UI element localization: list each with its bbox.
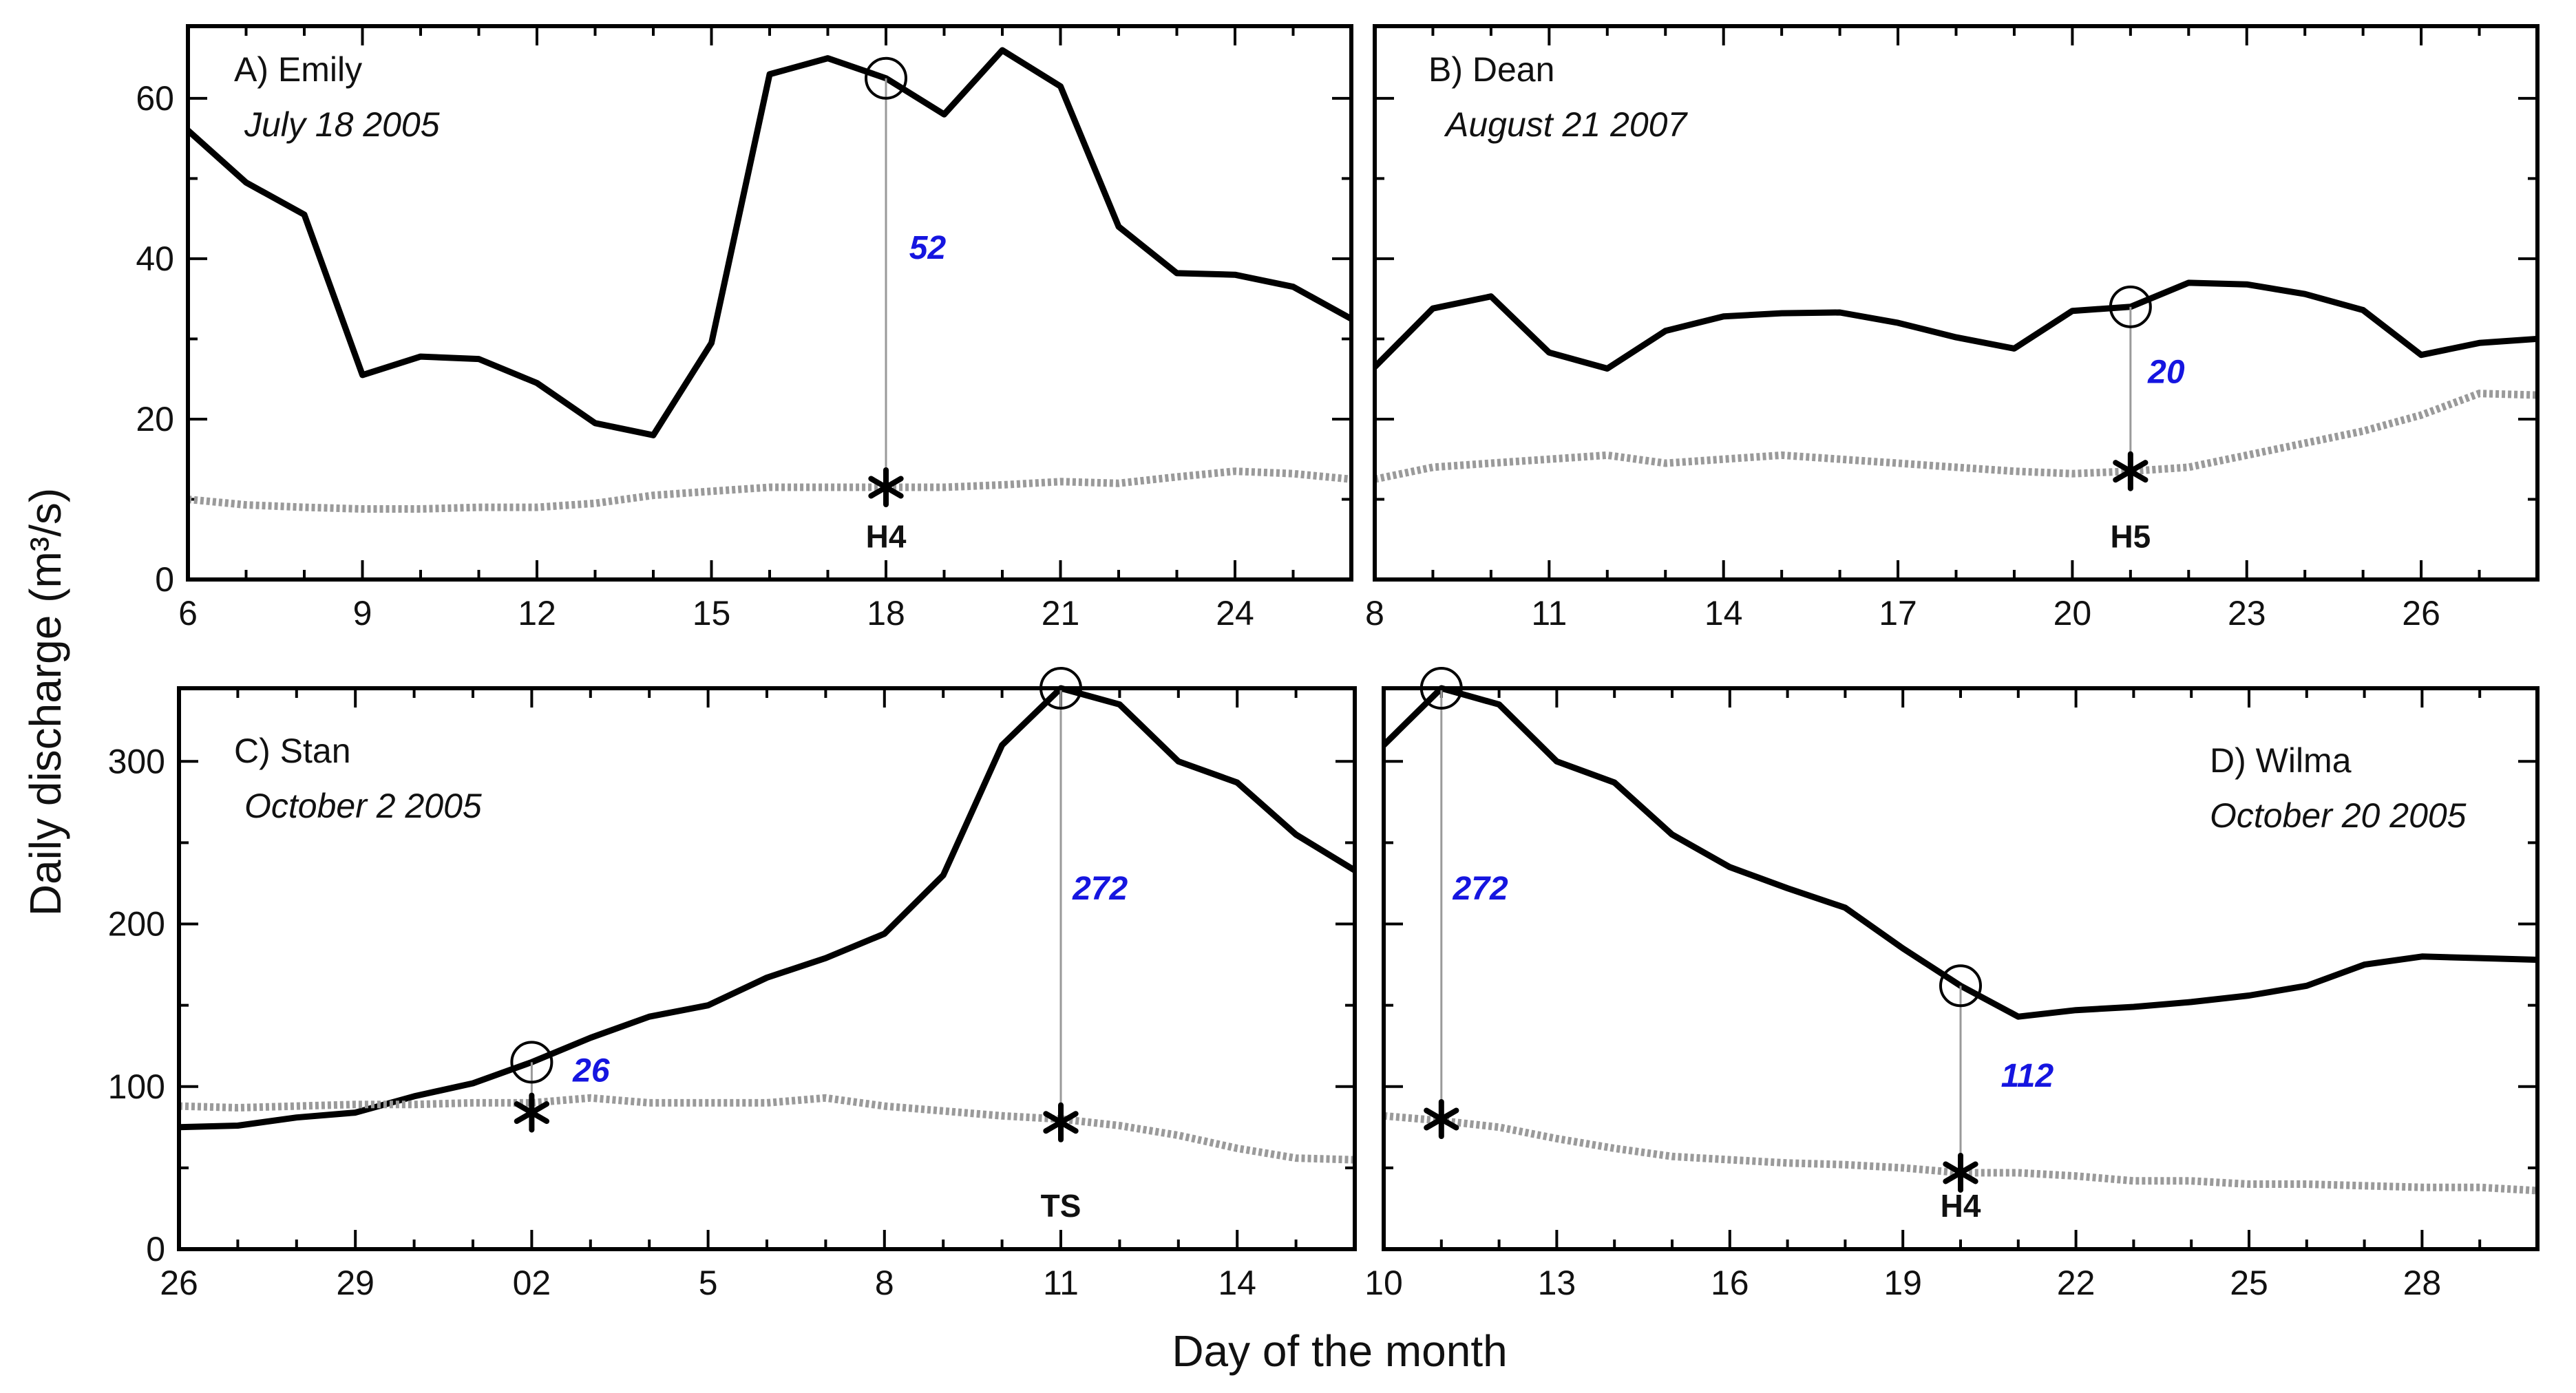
y-tick-label: 60 [136, 79, 174, 118]
peak-difference-label: 26 [572, 1053, 610, 1089]
x-tick-label: 6 [178, 594, 198, 632]
peak-difference-label: 112 [2001, 1058, 2054, 1094]
x-tick-label: 23 [2228, 594, 2266, 632]
panel-frame [186, 24, 1353, 582]
x-tick-label: 8 [1365, 594, 1384, 632]
landfall-asterisk [868, 467, 904, 507]
panel-date: July 18 2005 [244, 105, 440, 144]
panel-frame [177, 686, 1357, 1251]
x-tick-label: 5 [699, 1264, 718, 1302]
y-tick-label: 20 [136, 400, 174, 438]
baseline-series-line [1373, 390, 2538, 483]
panel-a: 6 9 12 15 18 21 24 0 20 40 60 52 H4 A) Emily July 18 2… [136, 24, 1353, 632]
x-tick-label: 11 [1531, 594, 1567, 632]
panel-frame [1382, 686, 2540, 1251]
x-tick-label: 12 [518, 594, 556, 632]
y-tick-label: 0 [146, 1230, 165, 1268]
panel-d: 10 13 16 19 22 25 28 272 112 H4 D) Wilma October 20… [1364, 667, 2540, 1302]
x-tick-label: 10 [1364, 1264, 1403, 1302]
y-tick-label: 200 [108, 905, 165, 944]
x-tick-label: 26 [2402, 594, 2440, 632]
panel-b: 8 11 14 17 20 23 26 20 H5 B) Dean August 21 2007 [1365, 24, 2540, 632]
landfall-asterisk [1043, 1102, 1079, 1142]
x-tick-label: 16 [1711, 1264, 1749, 1302]
storm-category-label: H4 [866, 518, 907, 554]
peak-difference-label: 272 [1453, 871, 1508, 907]
baseline-series-line [178, 1094, 1355, 1164]
panel-date: August 21 2007 [1444, 105, 1688, 144]
panel-frame [1373, 24, 2540, 582]
x-tick-label: 13 [1538, 1264, 1576, 1302]
x-tick-label: 8 [875, 1264, 894, 1302]
y-tick-label: 40 [136, 240, 174, 278]
asterisk-stroke [1943, 1161, 1978, 1184]
x-tick-label: 19 [1883, 1264, 1922, 1302]
landfall-asterisk [514, 1092, 550, 1133]
discharge-series-line [185, 47, 1353, 438]
discharge-series-line [1381, 685, 2538, 1020]
x-tick-label: 22 [2057, 1264, 2095, 1302]
x-tick-label: 26 [160, 1264, 198, 1302]
peak-difference-label: 272 [1072, 871, 1128, 907]
x-tick-label: 11 [1043, 1264, 1079, 1302]
storm-category-label: H4 [1941, 1188, 1981, 1224]
x-tick-label: 29 [336, 1264, 374, 1302]
x-tick-label: 17 [1879, 594, 1917, 632]
panel-title: A) Emily [234, 50, 362, 89]
panel-title: B) Dean [1428, 50, 1554, 89]
asterisk-stroke [868, 476, 904, 499]
panel-title: D) Wilma [2210, 741, 2352, 780]
landfall-asterisk [1943, 1152, 1978, 1193]
panel-date: October 20 2005 [2210, 796, 2467, 835]
baseline-series-line [187, 467, 1352, 513]
discharge-series-line [1372, 279, 2538, 372]
panel-date: October 2 2005 [244, 787, 482, 825]
panel-title: C) Stan [234, 732, 351, 770]
landfall-asterisk [1424, 1099, 1459, 1140]
x-tick-label: 28 [2403, 1264, 2442, 1302]
asterisk-stroke [1424, 1107, 1459, 1131]
asterisk-stroke [2113, 460, 2149, 483]
x-tick-label: 9 [353, 594, 372, 632]
y-tick-label: 300 [108, 742, 165, 780]
x-tick-label: 20 [2054, 594, 2092, 632]
x-tick-label: 21 [1042, 594, 1080, 632]
storm-category-label: H5 [2110, 518, 2151, 554]
x-tick-label: 25 [2230, 1264, 2268, 1302]
x-tick-label: 14 [1218, 1264, 1256, 1302]
landfall-asterisk [2113, 451, 2149, 491]
y-axis-label: Daily discharge (m³/s) [21, 488, 70, 916]
panel-c: 26 29 02 5 8 11 14 0 100 200 300 26 272 TS C) Stan Octo… [108, 667, 1357, 1302]
y-tick-label: 0 [155, 560, 174, 599]
baseline-series-line [1383, 1112, 2538, 1195]
discharge-series-line [178, 685, 1357, 1131]
asterisk-stroke [514, 1101, 550, 1125]
peak-difference-label: 52 [909, 230, 947, 266]
x-tick-label: 24 [1216, 594, 1254, 632]
x-tick-label: 18 [867, 594, 905, 632]
peak-circle [2109, 285, 2152, 328]
x-axis-label: Day of the month [1172, 1326, 1507, 1376]
y-tick-label: 100 [108, 1067, 165, 1106]
storm-category-label: TS [1041, 1188, 1081, 1224]
x-tick-label: 14 [1704, 594, 1743, 632]
peak-circle [510, 1041, 553, 1084]
x-tick-label: 15 [693, 594, 731, 632]
x-tick-label: 02 [513, 1264, 551, 1302]
peak-circle [1939, 964, 1982, 1008]
peak-difference-label: 20 [2147, 354, 2185, 391]
peak-circle [865, 56, 907, 100]
asterisk-stroke [1043, 1111, 1079, 1134]
